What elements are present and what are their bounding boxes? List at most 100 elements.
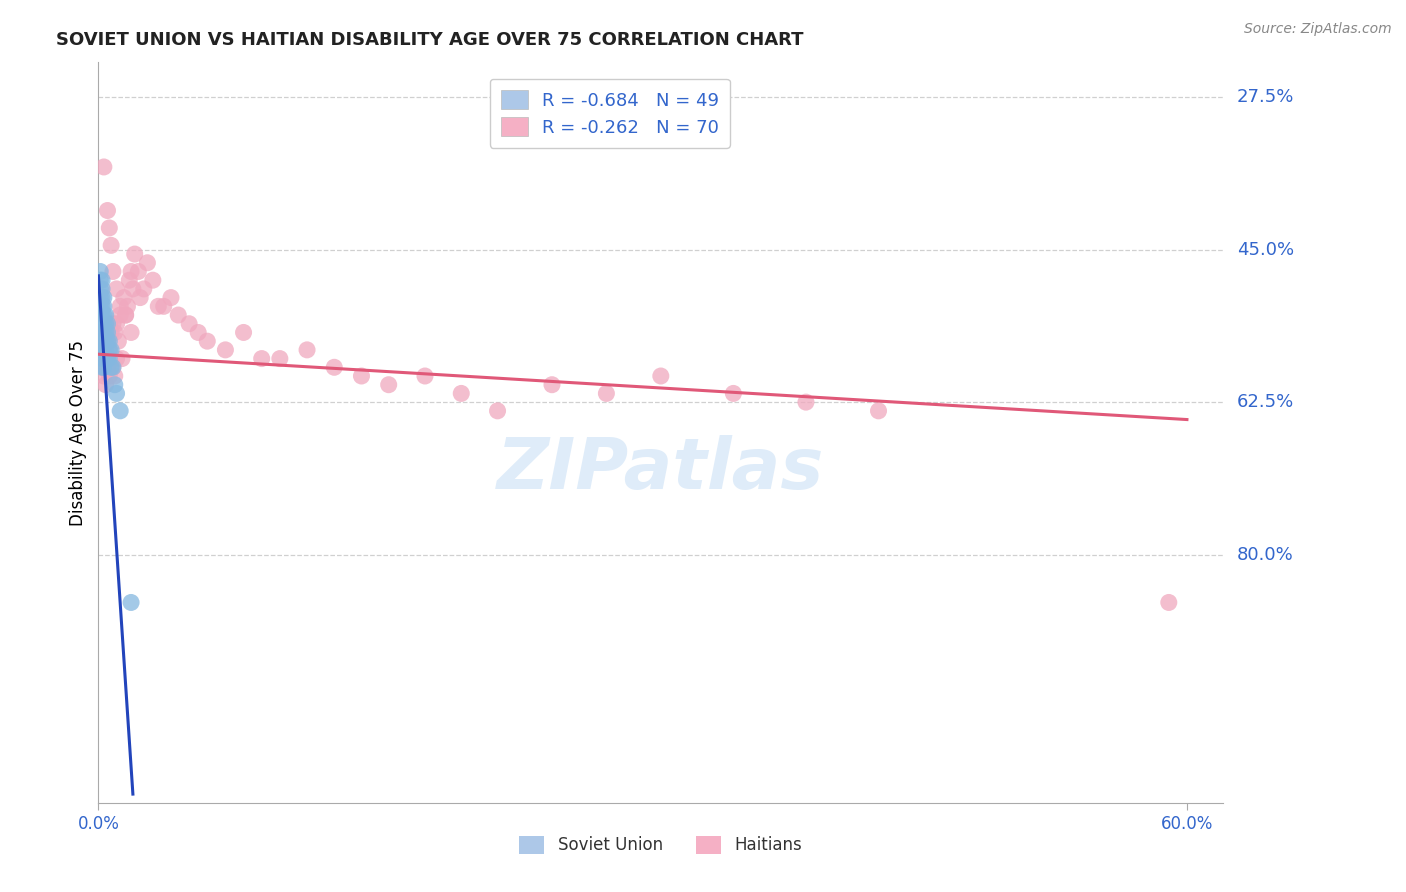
Point bbox=[167, 308, 190, 322]
Text: 62.5%: 62.5% bbox=[1237, 393, 1295, 411]
Text: 45.0%: 45.0% bbox=[1237, 241, 1295, 259]
Point bbox=[93, 291, 115, 305]
Point bbox=[93, 308, 115, 322]
Point bbox=[101, 360, 124, 375]
Point bbox=[91, 334, 114, 348]
Point bbox=[98, 221, 121, 235]
Point bbox=[89, 282, 111, 296]
Point bbox=[96, 334, 118, 348]
Point bbox=[91, 360, 114, 375]
Point bbox=[89, 351, 111, 366]
Point bbox=[98, 343, 121, 357]
Point bbox=[94, 377, 117, 392]
Point bbox=[89, 317, 111, 331]
Point bbox=[94, 326, 117, 340]
Point bbox=[122, 282, 145, 296]
Point bbox=[100, 326, 122, 340]
Point bbox=[91, 343, 114, 357]
Point bbox=[98, 351, 121, 366]
Point bbox=[100, 360, 122, 375]
Point bbox=[94, 308, 117, 322]
Point bbox=[195, 334, 218, 348]
Point bbox=[101, 317, 124, 331]
Point bbox=[91, 282, 114, 296]
Point bbox=[107, 334, 129, 348]
Point bbox=[132, 282, 155, 296]
Point bbox=[93, 299, 115, 313]
Point bbox=[93, 326, 115, 340]
Point bbox=[152, 299, 174, 313]
Point bbox=[89, 343, 111, 357]
Point bbox=[117, 299, 139, 313]
Point bbox=[96, 317, 118, 331]
Point bbox=[142, 273, 165, 287]
Point bbox=[111, 351, 134, 366]
Text: 80.0%: 80.0% bbox=[1237, 546, 1294, 564]
Point bbox=[486, 404, 509, 418]
Y-axis label: Disability Age Over 75: Disability Age Over 75 bbox=[69, 340, 87, 525]
Point bbox=[89, 299, 111, 313]
Point bbox=[377, 377, 399, 392]
Point bbox=[91, 360, 114, 375]
Point bbox=[295, 343, 318, 357]
Point bbox=[595, 386, 617, 401]
Point bbox=[96, 351, 118, 366]
Point bbox=[96, 334, 118, 348]
Point bbox=[91, 326, 114, 340]
Point bbox=[104, 326, 127, 340]
Point bbox=[89, 308, 111, 322]
Point bbox=[89, 326, 111, 340]
Point bbox=[93, 317, 115, 331]
Point bbox=[91, 334, 114, 348]
Point bbox=[89, 334, 111, 348]
Point bbox=[120, 264, 142, 278]
Point bbox=[160, 291, 183, 305]
Point bbox=[91, 317, 114, 331]
Point bbox=[136, 256, 159, 270]
Point bbox=[323, 360, 346, 375]
Point bbox=[118, 273, 141, 287]
Point bbox=[94, 334, 117, 348]
Point bbox=[93, 343, 115, 357]
Point bbox=[127, 264, 149, 278]
Point bbox=[104, 369, 127, 384]
Point bbox=[89, 264, 111, 278]
Point bbox=[187, 326, 209, 340]
Point bbox=[105, 282, 128, 296]
Point bbox=[96, 360, 118, 375]
Point bbox=[93, 360, 115, 375]
Point bbox=[89, 273, 111, 287]
Point bbox=[269, 351, 291, 366]
Point bbox=[120, 326, 142, 340]
Point bbox=[232, 326, 254, 340]
Point bbox=[91, 299, 114, 313]
Text: Source: ZipAtlas.com: Source: ZipAtlas.com bbox=[1244, 22, 1392, 37]
Point bbox=[94, 351, 117, 366]
Point bbox=[350, 369, 373, 384]
Point bbox=[100, 343, 122, 357]
Point bbox=[89, 291, 111, 305]
Point bbox=[124, 247, 146, 261]
Point bbox=[100, 351, 122, 366]
Point bbox=[108, 299, 131, 313]
Point bbox=[91, 308, 114, 322]
Point bbox=[93, 334, 115, 348]
Point bbox=[98, 334, 121, 348]
Point bbox=[250, 351, 273, 366]
Point bbox=[541, 377, 564, 392]
Point bbox=[93, 343, 115, 357]
Point bbox=[98, 317, 121, 331]
Point bbox=[101, 360, 124, 375]
Point bbox=[214, 343, 236, 357]
Point bbox=[100, 238, 122, 252]
Legend: Soviet Union, Haitians: Soviet Union, Haitians bbox=[513, 829, 808, 861]
Text: ZIPatlas: ZIPatlas bbox=[498, 435, 824, 504]
Text: 27.5%: 27.5% bbox=[1237, 88, 1295, 106]
Point bbox=[179, 317, 201, 331]
Point bbox=[413, 369, 436, 384]
Point bbox=[93, 351, 115, 366]
Point bbox=[94, 326, 117, 340]
Point bbox=[108, 404, 131, 418]
Point bbox=[108, 308, 131, 322]
Point bbox=[98, 343, 121, 357]
